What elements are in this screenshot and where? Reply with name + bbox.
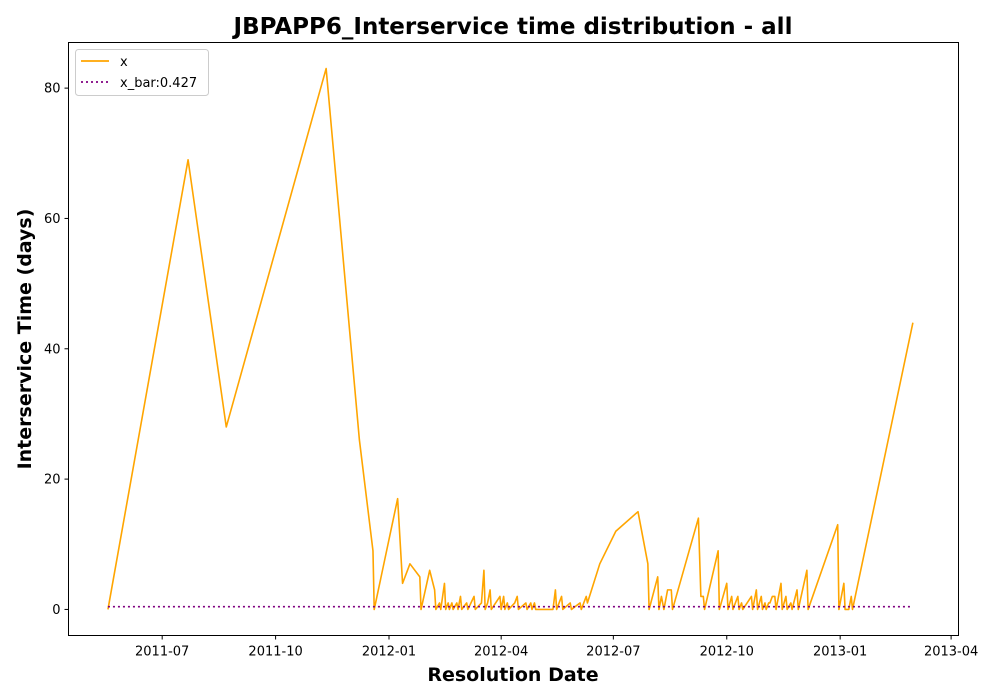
- x-tick-label: 2013-01: [813, 645, 867, 660]
- x-tick-label: 2012-10: [700, 645, 754, 660]
- series-line-x: [107, 67, 914, 611]
- x-tick-label: 2011-10: [248, 645, 302, 660]
- x-tick-label: 2012-01: [362, 645, 416, 660]
- y-tick-label: 40: [44, 342, 61, 357]
- y-tick-label: 60: [44, 212, 61, 227]
- x-tick-label: 2011-07: [135, 645, 189, 660]
- x-axis-label: Resolution Date: [427, 664, 598, 686]
- legend-label-x: x: [120, 55, 128, 70]
- y-tick-label: 80: [44, 82, 61, 97]
- legend: x x_bar:0.427: [75, 49, 209, 96]
- legend-label-x-bar: x_bar:0.427: [120, 76, 197, 91]
- plot-area: 2011-07 2011-10 2012-01 2012-04 2012-07 2012-…: [44, 42, 978, 660]
- y-axis-ticks: 0 20 40 60 80: [44, 82, 69, 618]
- chart-title: JBPAPP6_Interservice time distribution -…: [232, 14, 793, 40]
- y-axis-label: Interservice Time (days): [14, 209, 36, 470]
- x-tick-label: 2013-04: [924, 645, 978, 660]
- x-axis-ticks: 2011-07 2011-10 2012-01 2012-04 2012-07 2012-…: [135, 635, 978, 660]
- y-tick-label: 0: [52, 603, 60, 618]
- x-tick-label: 2012-07: [586, 645, 640, 660]
- x-tick-label: 2012-04: [474, 645, 528, 660]
- series-layer: [107, 67, 914, 611]
- y-tick-label: 20: [44, 473, 61, 488]
- plot-frame: [68, 42, 959, 636]
